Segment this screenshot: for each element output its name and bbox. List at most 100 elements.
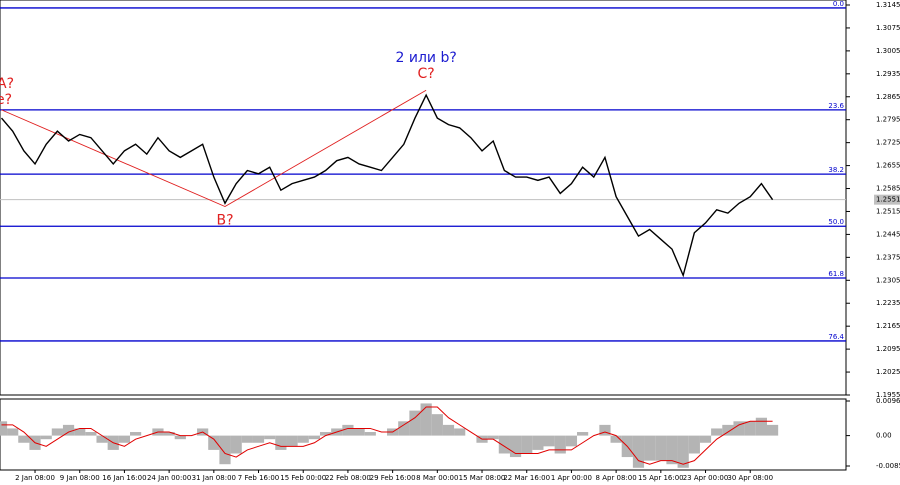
y-tick-label: 1.2655: [876, 162, 900, 170]
x-tick-label: 22 Feb 08:00: [325, 474, 371, 482]
y-tick-label: 1.2445: [876, 230, 900, 238]
osc-bar: [264, 435, 276, 440]
x-tick-label: 15 Feb 00:00: [280, 474, 326, 482]
fib-label: 23.6: [828, 102, 844, 110]
osc-tick-label: 0.00968: [876, 397, 900, 405]
x-tick-label: 29 Feb 16:00: [370, 474, 416, 482]
osc-bar: [208, 435, 220, 450]
x-tick-label: 2 Jan 08:00: [15, 474, 55, 482]
osc-bar: [733, 421, 745, 436]
fib-label: 38.2: [828, 166, 844, 174]
wave-label: A?: [0, 76, 14, 92]
osc-bar: [40, 435, 52, 440]
x-tick-label: 24 Jan 00:00: [147, 474, 191, 482]
x-tick-label: 30 Apr 08:00: [727, 474, 773, 482]
osc-bar: [666, 435, 678, 465]
osc-bar: [275, 435, 287, 450]
osc-bar: [51, 428, 63, 436]
osc-bar: [364, 432, 376, 436]
osc-bar: [18, 435, 30, 443]
osc-bar: [342, 424, 354, 436]
fib-label: 50.0: [828, 218, 844, 226]
annotation: 2 или b?: [396, 50, 457, 66]
osc-bar: [74, 428, 86, 436]
osc-tick-label: 0.00: [876, 432, 892, 440]
osc-bar: [442, 424, 455, 436]
osc-bar: [85, 432, 97, 436]
osc-bar: [241, 435, 253, 443]
osc-bar: [297, 435, 309, 443]
y-tick-label: 1.2025: [876, 368, 900, 376]
osc-bar: [655, 435, 667, 461]
y-tick-label: 1.2865: [876, 93, 900, 101]
osc-bar: [286, 435, 298, 447]
price-line: [0, 93, 774, 278]
osc-bar: [755, 417, 767, 436]
y-tick-label: 1.2725: [876, 139, 900, 147]
x-tick-label: 8 Apr 08:00: [596, 474, 637, 482]
osc-bar: [130, 432, 142, 436]
y-tick-label: 1.2585: [876, 185, 900, 193]
y-tick-label: 1.2795: [876, 116, 900, 124]
osc-bar: [353, 428, 365, 436]
osc-bar: [7, 428, 19, 436]
osc-bar: [610, 435, 622, 443]
osc-bar: [688, 435, 700, 454]
osc-bar: [420, 403, 432, 436]
y-tick-label: 1.2165: [876, 322, 900, 330]
y-tick-label: 1.3075: [876, 24, 900, 32]
x-tick-label: 15 Apr 16:00: [638, 474, 684, 482]
osc-bar: [744, 421, 756, 436]
x-tick-label: 1 Apr 00:00: [551, 474, 592, 482]
osc-bar: [398, 421, 410, 436]
x-tick-label: 8 Mar 00:00: [416, 474, 458, 482]
x-tick-label: 15 Mar 08:00: [459, 474, 506, 482]
wave-label: C?: [418, 66, 435, 82]
osc-bar: [219, 435, 231, 465]
price-panel: [0, 0, 847, 396]
annotation: e?: [0, 92, 12, 108]
osc-bar: [252, 435, 265, 443]
last-price-box: [874, 194, 900, 205]
osc-bar: [722, 424, 734, 436]
osc-bar: [431, 414, 443, 436]
osc-bar: [543, 435, 555, 447]
osc-bar: [487, 435, 499, 440]
osc-bar: [118, 435, 131, 443]
x-tick-label: 7 Feb 16:00: [238, 474, 279, 482]
osc-bar: [163, 432, 175, 436]
x-tick-label: 9 Jan 08:00: [60, 474, 100, 482]
osc-bar: [96, 435, 108, 443]
osc-bar: [409, 410, 421, 436]
y-tick-label: 1.3145: [876, 1, 900, 9]
osc-tick-label: -0.0085: [876, 462, 900, 470]
y-tick-label: 1.2095: [876, 345, 900, 353]
osc-bar: [174, 435, 186, 440]
x-tick-label: 16 Jan 16:00: [102, 474, 146, 482]
osc-bar: [532, 435, 544, 450]
fib-label: 76.4: [828, 333, 844, 341]
y-tick-label: 1.2305: [876, 276, 900, 284]
last-price-label: 1.2551: [876, 196, 900, 204]
y-tick-label: 1.2235: [876, 299, 900, 307]
osc-bar: [0, 421, 8, 436]
osc-bar: [644, 435, 656, 461]
osc-signal: [1, 406, 773, 465]
y-tick-label: 1.3005: [876, 47, 900, 55]
osc-bar: [319, 432, 332, 436]
osc-bar: [454, 428, 466, 436]
y-tick-label: 1.2935: [876, 70, 900, 78]
osc-bar: [62, 424, 75, 436]
y-tick-label: 1.1955: [876, 391, 900, 399]
fib-label: 0.0: [833, 0, 844, 8]
fib-label: 61.8: [828, 270, 844, 278]
osc-bar: [711, 428, 723, 436]
osc-bar: [509, 435, 522, 458]
osc-bar: [521, 435, 533, 454]
osc-bar: [632, 435, 645, 468]
osc-bar: [577, 432, 589, 436]
osc-bar: [498, 435, 510, 454]
wave-label: B?: [216, 213, 233, 229]
y-tick-label: 1.2375: [876, 253, 900, 261]
